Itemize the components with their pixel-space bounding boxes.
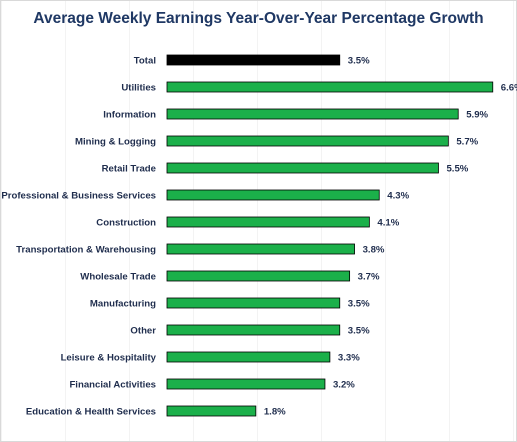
category-label: Education & Health Services — [26, 407, 156, 418]
chart-title: Average Weekly Earnings Year-Over-Year P… — [33, 10, 484, 27]
category-label: Manufacturing — [90, 299, 156, 310]
bar — [166, 162, 439, 174]
category-label: Professional & Business Services — [1, 191, 156, 202]
bar — [166, 216, 370, 228]
value-label: 5.7% — [456, 137, 478, 148]
value-label: 6.6% — [501, 83, 517, 94]
value-label: 5.9% — [466, 110, 488, 121]
category-label: Transportation & Warehousing — [16, 245, 156, 256]
category-label: Mining & Logging — [75, 137, 156, 148]
value-label: 3.8% — [363, 245, 385, 256]
value-label: 3.5% — [348, 299, 370, 310]
category-label: Total — [134, 56, 156, 67]
category-label: Utilities — [121, 83, 156, 94]
bar — [166, 243, 355, 255]
category-label: Wholesale Trade — [80, 272, 156, 283]
category-label: Information — [103, 110, 156, 121]
bar — [166, 189, 380, 201]
bar — [166, 108, 459, 120]
bar — [166, 324, 341, 336]
value-label: 3.5% — [348, 56, 370, 67]
category-label: Financial Activities — [69, 380, 156, 391]
value-label: 1.8% — [264, 407, 286, 418]
category-label: Leisure & Hospitality — [61, 353, 157, 364]
value-label: 4.3% — [387, 191, 409, 202]
value-label: 3.5% — [348, 326, 370, 337]
category-label: Retail Trade — [102, 164, 156, 175]
bar — [166, 270, 351, 282]
bar — [166, 297, 341, 309]
value-label: 3.2% — [333, 380, 355, 391]
bar — [166, 378, 326, 390]
bar-total — [166, 54, 341, 66]
value-label: 4.1% — [377, 218, 399, 229]
bar — [166, 135, 449, 147]
bar — [166, 405, 257, 417]
bar — [166, 351, 331, 363]
bar — [166, 81, 494, 93]
value-label: 3.7% — [358, 272, 380, 283]
category-label: Construction — [96, 218, 156, 229]
value-label: 3.3% — [338, 353, 360, 364]
category-label: Other — [130, 326, 156, 337]
value-label: 5.5% — [446, 164, 468, 175]
